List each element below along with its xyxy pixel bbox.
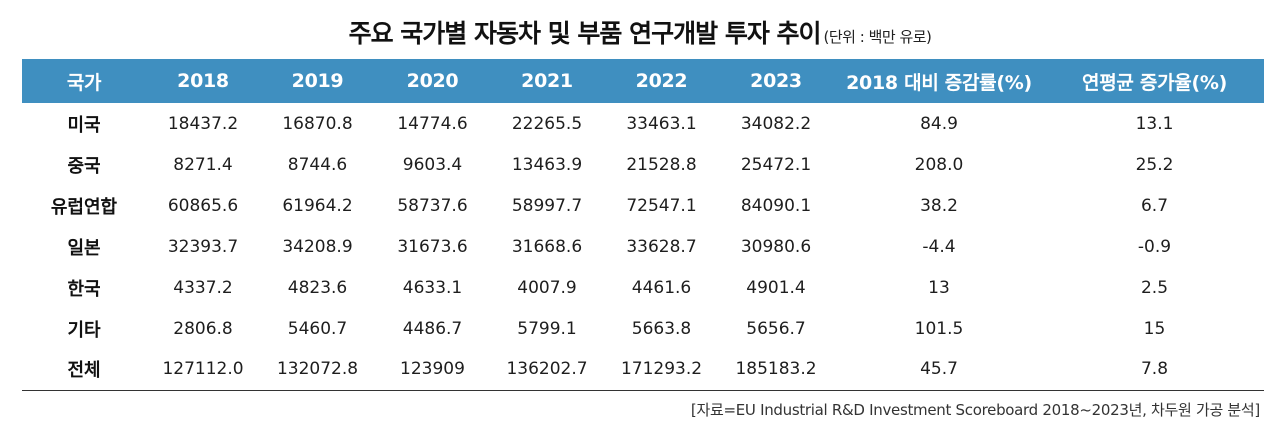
header-2020: 2020 bbox=[406, 70, 459, 92]
value-cell: 5460.7 bbox=[287, 318, 348, 339]
page-title: 주요 국가별 자동차 및 부품 연구개발 투자 추이 (단위 : 백만 유로) bbox=[0, 14, 1280, 50]
value-cell: 4337.2 bbox=[173, 277, 233, 298]
cagr-cell: 13.1 bbox=[1135, 113, 1174, 134]
country-cell: 일본 bbox=[67, 237, 101, 259]
value-cell: 22265.5 bbox=[511, 113, 583, 134]
value-cell: 60865.6 bbox=[167, 195, 239, 216]
value-cell: 72547.1 bbox=[626, 195, 697, 216]
value-cell: 33628.7 bbox=[626, 236, 697, 257]
value-cell: 32393.7 bbox=[167, 236, 239, 257]
value-cell: 34082.2 bbox=[740, 113, 812, 134]
value-cell: 127112.0 bbox=[146, 349, 260, 391]
country-cell: 중국 bbox=[67, 155, 101, 177]
value-cell: 31668.6 bbox=[511, 236, 583, 257]
country-cell: 유럽연합 bbox=[50, 196, 118, 218]
value-cell: 8271.4 bbox=[173, 154, 233, 175]
table-body: 미국 18437.2 16870.8 14774.6 22265.5 33463… bbox=[22, 103, 1264, 391]
value-cell: 16870.8 bbox=[282, 113, 353, 134]
change-cell: 45.7 bbox=[833, 349, 1045, 391]
value-cell: 58997.7 bbox=[511, 195, 583, 216]
header-2023: 2023 bbox=[750, 70, 802, 92]
table-row: 중국 8271.4 8744.6 9603.4 13463.9 21528.8 … bbox=[22, 144, 1264, 185]
cagr-cell: 2.5 bbox=[1140, 277, 1169, 298]
value-cell: 21528.8 bbox=[626, 154, 697, 175]
cagr-cell: -0.9 bbox=[1137, 236, 1172, 257]
value-cell: 33463.1 bbox=[626, 113, 697, 134]
table-title: 주요 국가별 자동차 및 부품 연구개발 투자 추이 bbox=[348, 19, 822, 48]
country-cell: 전체 bbox=[22, 349, 146, 391]
header-2021: 2021 bbox=[521, 70, 573, 92]
data-table: 국가 2018 2019 2020 2021 2022 2023 2018 대비… bbox=[22, 59, 1264, 391]
table-row: 기타 2806.8 5460.7 4486.7 5799.1 5663.8 56… bbox=[22, 308, 1264, 349]
country-cell: 한국 bbox=[67, 278, 101, 300]
value-cell: 4007.9 bbox=[517, 277, 577, 298]
cagr-cell: 6.7 bbox=[1140, 195, 1169, 216]
country-cell: 기타 bbox=[67, 319, 101, 341]
change-cell: 84.9 bbox=[920, 113, 958, 134]
value-cell: 30980.6 bbox=[740, 236, 812, 257]
value-cell: 136202.7 bbox=[490, 349, 604, 391]
table-row: 한국 4337.2 4823.6 4633.1 4007.9 4461.6 49… bbox=[22, 267, 1264, 308]
value-cell: 14774.6 bbox=[397, 113, 468, 134]
change-cell: 101.5 bbox=[914, 318, 964, 339]
value-cell: 2806.8 bbox=[173, 318, 233, 339]
change-cell: -4.4 bbox=[922, 236, 956, 257]
unit-label: (단위 : 백만 유로) bbox=[823, 28, 932, 46]
value-cell: 123909 bbox=[375, 349, 490, 391]
value-cell: 4461.6 bbox=[631, 277, 692, 298]
value-cell: 31673.6 bbox=[397, 236, 468, 257]
header-country: 국가 bbox=[66, 71, 102, 94]
header-row: 국가 2018 2019 2020 2021 2022 2023 2018 대비… bbox=[22, 59, 1264, 103]
value-cell: 34208.9 bbox=[282, 236, 353, 257]
cagr-cell: 15 bbox=[1143, 318, 1166, 339]
value-cell: 8744.6 bbox=[287, 154, 348, 175]
cagr-cell: 7.8 bbox=[1045, 349, 1264, 391]
value-cell: 5656.7 bbox=[746, 318, 806, 339]
header-2022: 2022 bbox=[635, 70, 688, 92]
change-cell: 208.0 bbox=[914, 154, 964, 175]
value-cell: 185183.2 bbox=[719, 349, 833, 391]
table-row: 유럽연합 60865.6 61964.2 58737.6 58997.7 725… bbox=[22, 185, 1264, 226]
value-cell: 61964.2 bbox=[282, 195, 353, 216]
table-row-total: 전체 127112.0 132072.8 123909 136202.7 171… bbox=[22, 349, 1264, 391]
table-row: 일본 32393.7 34208.9 31673.6 31668.6 33628… bbox=[22, 226, 1264, 267]
header-2019: 2019 bbox=[291, 70, 344, 92]
value-cell: 84090.1 bbox=[740, 195, 812, 216]
value-cell: 58737.6 bbox=[397, 195, 468, 216]
value-cell: 4633.1 bbox=[402, 277, 463, 298]
value-cell: 171293.2 bbox=[604, 349, 719, 391]
value-cell: 5799.1 bbox=[517, 318, 577, 339]
table-row: 미국 18437.2 16870.8 14774.6 22265.5 33463… bbox=[22, 103, 1264, 144]
value-cell: 4823.6 bbox=[287, 277, 348, 298]
value-cell: 4901.4 bbox=[746, 277, 806, 298]
country-cell: 미국 bbox=[67, 114, 101, 136]
table-header: 국가 2018 2019 2020 2021 2022 2023 2018 대비… bbox=[22, 59, 1264, 103]
value-cell: 4486.7 bbox=[402, 318, 463, 339]
change-cell: 13 bbox=[928, 277, 950, 298]
value-cell: 132072.8 bbox=[260, 349, 375, 391]
header-change-vs-2018: 2018 대비 증감률(%) bbox=[846, 71, 1032, 94]
value-cell: 13463.9 bbox=[511, 154, 583, 175]
value-cell: 5663.8 bbox=[631, 318, 692, 339]
header-2018: 2018 bbox=[177, 70, 229, 92]
source-note: [자료=EU Industrial R&D Investment Scorebo… bbox=[690, 401, 1260, 419]
change-cell: 38.2 bbox=[920, 195, 958, 216]
value-cell: 18437.2 bbox=[167, 113, 239, 134]
header-cagr: 연평균 증가율(%) bbox=[1082, 71, 1227, 94]
value-cell: 25472.1 bbox=[740, 154, 812, 175]
value-cell: 9603.4 bbox=[402, 154, 463, 175]
cagr-cell: 25.2 bbox=[1135, 154, 1174, 175]
